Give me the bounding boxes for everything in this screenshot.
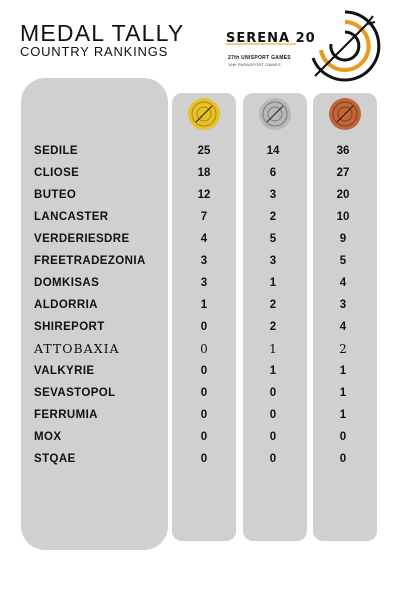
gold-count: 0 — [200, 453, 208, 465]
bronze-count: 27 — [336, 167, 350, 179]
bronze-count: 4 — [339, 277, 347, 289]
silver-count: 1 — [269, 342, 277, 356]
logo-wordmark-text: SERENA 2017 — [226, 31, 316, 45]
gold-count: 0 — [200, 365, 208, 377]
gold-count: 1 — [200, 299, 208, 311]
bronze-count: 2 — [339, 342, 347, 356]
silver-medal-icon — [259, 98, 291, 130]
silver-column-panel — [243, 93, 307, 541]
table-row: STQAE 0 0 0 — [0, 448, 400, 470]
silver-count: 5 — [269, 233, 277, 245]
table-row: BUTEO 12 3 20 — [0, 184, 400, 206]
silver-count: 2 — [269, 211, 277, 223]
country-name: SEVASTOPOL — [34, 387, 116, 399]
silver-count: 2 — [269, 299, 277, 311]
table-row: DOMKISAS 3 1 4 — [0, 272, 400, 294]
country-name: VALKYRIE — [34, 365, 95, 377]
bronze-count: 1 — [339, 387, 347, 399]
table-row: SEVASTOPOL 0 0 1 — [0, 382, 400, 404]
table-row: FERRUMIA 0 0 1 — [0, 404, 400, 426]
logo-line-1: 27th UNISPORT GAMES — [228, 55, 291, 61]
table-row: MOX 0 0 0 — [0, 426, 400, 448]
gold-count: 18 — [197, 167, 211, 179]
country-name: ATTOBAXIA — [34, 341, 120, 356]
country-name: SHIREPORT — [34, 321, 105, 333]
silver-count: 3 — [269, 189, 277, 201]
silver-count: 1 — [269, 277, 277, 289]
country-name: FERRUMIA — [34, 409, 98, 421]
bronze-count: 0 — [339, 453, 347, 465]
country-name: FREETRADEZONIA — [34, 255, 146, 267]
silver-count: 0 — [269, 387, 277, 399]
gold-count: 25 — [197, 145, 211, 157]
silver-count: 3 — [269, 255, 277, 267]
country-name: STQAE — [34, 453, 76, 465]
bronze-count: 9 — [339, 233, 347, 245]
table-row: CLIOSE 18 6 27 — [0, 162, 400, 184]
country-name: ALDORRIA — [34, 299, 98, 311]
country-name: DOMKISAS — [34, 277, 100, 289]
logo-line-2: 16th PARASPORT GAMES — [228, 62, 281, 67]
bronze-count: 1 — [339, 365, 347, 377]
gold-count: 3 — [200, 277, 208, 289]
country-name: LANCASTER — [34, 211, 109, 223]
table-row: SHIREPORT 0 2 4 — [0, 316, 400, 338]
bronze-count: 36 — [336, 145, 350, 157]
bronze-count: 1 — [339, 409, 347, 421]
event-logo-wordmark: SERENA 2017 — [226, 31, 316, 45]
bronze-count: 0 — [339, 431, 347, 443]
silver-count: 14 — [266, 145, 280, 157]
gold-count: 7 — [200, 211, 208, 223]
table-row: VALKYRIE 0 1 1 — [0, 360, 400, 382]
country-name: CLIOSE — [34, 167, 80, 179]
country-name: MOX — [34, 431, 62, 443]
bronze-count: 3 — [339, 299, 347, 311]
gold-count: 0 — [200, 387, 208, 399]
page-subtitle: COUNTRY RANKINGS — [20, 44, 169, 59]
bronze-count: 10 — [336, 211, 350, 223]
table-row: ALDORRIA 1 2 3 — [0, 294, 400, 316]
table-row: SEDILE 25 14 36 — [0, 140, 400, 162]
archery-target-logo-icon — [311, 10, 381, 82]
page-title: MEDAL TALLY — [20, 20, 185, 46]
bronze-count: 4 — [339, 321, 347, 333]
country-names-panel — [21, 78, 168, 550]
gold-count: 0 — [200, 342, 208, 356]
gold-medal-icon — [188, 98, 220, 130]
silver-count: 0 — [269, 431, 277, 443]
silver-count: 2 — [269, 321, 277, 333]
gold-column-panel — [172, 93, 236, 541]
gold-count: 12 — [197, 189, 211, 201]
silver-count: 0 — [269, 409, 277, 421]
silver-count: 6 — [269, 167, 277, 179]
table-row: VERDERIESDRE 4 5 9 — [0, 228, 400, 250]
bronze-medal-icon — [329, 98, 361, 130]
bronze-column-panel — [313, 93, 377, 541]
gold-count: 0 — [200, 321, 208, 333]
gold-count: 3 — [200, 255, 208, 267]
country-name: SEDILE — [34, 145, 78, 157]
gold-count: 0 — [200, 409, 208, 421]
silver-count: 0 — [269, 453, 277, 465]
table-row: ATTOBAXIA 0 1 2 — [0, 338, 400, 360]
country-name: VERDERIESDRE — [34, 233, 130, 245]
silver-count: 1 — [269, 365, 277, 377]
gold-count: 0 — [200, 431, 208, 443]
table-row: LANCASTER 7 2 10 — [0, 206, 400, 228]
bronze-count: 20 — [336, 189, 350, 201]
country-name: BUTEO — [34, 189, 77, 201]
table-row: FREETRADEZONIA 3 3 5 — [0, 250, 400, 272]
rankings-list: SEDILE 25 14 36 CLIOSE 18 6 27 BUTEO 12 … — [0, 140, 400, 470]
gold-count: 4 — [200, 233, 208, 245]
bronze-count: 5 — [339, 255, 347, 267]
